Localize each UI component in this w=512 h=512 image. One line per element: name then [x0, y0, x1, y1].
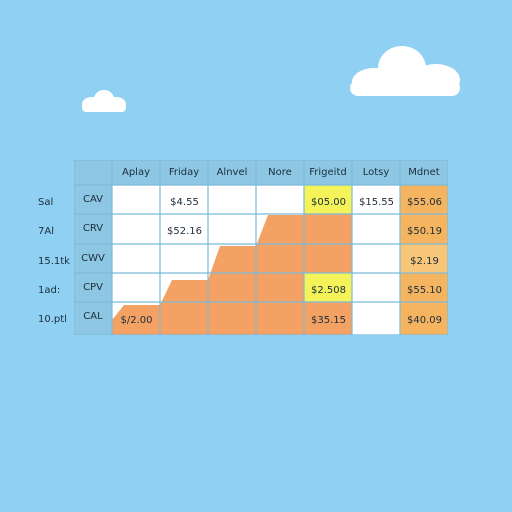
row-label: 15.1tk: [38, 256, 70, 267]
orange-area: [160, 280, 208, 335]
table-cell: $35.15: [311, 315, 346, 326]
table-cell: $52.16: [167, 226, 202, 237]
row-code: CWV: [81, 253, 105, 264]
column-header: Alnvel: [216, 167, 248, 178]
table-cell: $40.09: [407, 315, 442, 326]
table-cell: $05.00: [311, 197, 346, 208]
cloud-icon: [82, 90, 126, 112]
row-label: 10.ptl: [38, 314, 67, 325]
price-table: [74, 160, 448, 335]
row-code: CRV: [82, 223, 104, 234]
column-header: Nore: [268, 167, 292, 178]
table-cell: $4.55: [170, 197, 199, 208]
row-code: CAL: [83, 311, 103, 322]
column-header: Aplay: [121, 167, 150, 178]
table-cell: $55.06: [407, 197, 442, 208]
table-cell: $2.19: [410, 256, 439, 267]
orange-area: [112, 305, 160, 335]
row-code: CAV: [82, 194, 104, 205]
column-header: Frigeitd: [309, 167, 347, 178]
cloud-icon: [350, 46, 460, 96]
row-label: 7Al: [38, 226, 54, 237]
column-header: Mdnet: [408, 167, 440, 178]
table-cell: $2.508: [311, 285, 346, 296]
orange-area: [304, 302, 352, 335]
row-label: Sal: [38, 197, 54, 208]
table-cell: $55.10: [407, 285, 442, 296]
row-label: 1ad:: [38, 285, 61, 296]
column-header: Friday: [168, 167, 200, 178]
orange-area: [256, 215, 304, 335]
orange-area: [208, 246, 256, 335]
table-grid: [74, 160, 448, 335]
row-code: CPV: [83, 282, 103, 293]
table-cell: $50.19: [407, 226, 442, 237]
column-header: Lotsy: [362, 167, 390, 178]
table-cell: $/2.00: [120, 315, 153, 326]
table-cell: $15.55: [359, 197, 394, 208]
